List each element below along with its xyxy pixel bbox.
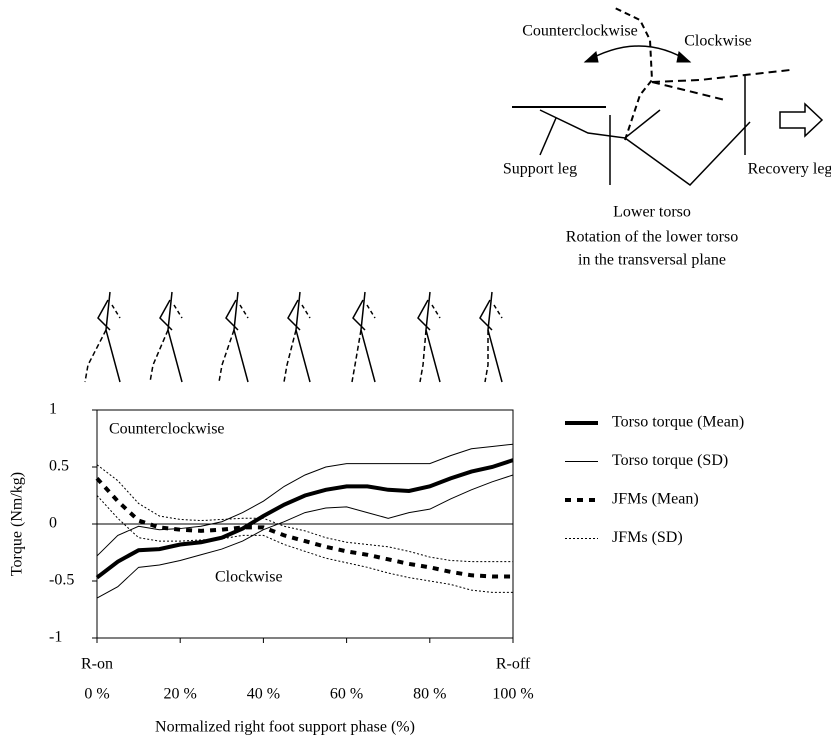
y-tick-label: -0.5 [49,572,74,589]
arrowhead [676,51,692,63]
x-annotation: R-on [81,656,113,673]
stick-leg [484,330,489,383]
direction-arrow [779,102,824,138]
stick-arm [173,304,183,319]
legend-label: JFMs (SD) [612,529,683,546]
diagram-label: Clockwise [684,33,752,50]
chart: 1 0.5 0 -0.5 -1 0 % 20 % 40 % 60 % 80 % 100 % R-on R… [9,401,745,736]
stick-arm [352,299,366,331]
x-tick-label: 40 % [247,686,280,703]
stick-arm [225,299,239,331]
torso-dashed [614,7,654,141]
pointer [539,117,557,156]
support-leg-line [539,109,661,139]
diagram-label: Support leg [503,161,577,178]
x-tick-label: 20 % [164,686,197,703]
stick-arm [431,304,441,319]
legend-label: Torso torque (SD) [612,452,728,469]
series-line [95,458,514,580]
x-tick-label: 0 % [84,686,109,703]
stick-leg [283,329,297,383]
x-tick-label: 80 % [413,686,446,703]
y-tick-label: -1 [49,629,62,646]
series-line [96,495,513,593]
stick-leg [351,329,362,383]
stick-arm [97,299,111,331]
legend-label: Torso torque (Mean) [612,414,744,431]
diagram-label: Counterclockwise [522,23,638,40]
stick-arm [287,299,301,331]
y-tick-label: 0.5 [49,458,69,475]
stick-arm [301,304,311,319]
stick-arm [366,304,376,319]
rotated-leg [651,81,726,101]
stick-arm [159,299,173,331]
y-axis-label: Torque (Nm/kg) [9,472,26,576]
rotated-line [651,69,791,83]
stick-leg [84,329,107,383]
region-label: Clockwise [215,569,283,586]
x-tick-label: 100 % [492,686,533,703]
stick-leg [149,329,169,383]
stick-arm [417,299,431,331]
series-line [96,464,513,563]
recovery-leg-line [624,121,751,186]
stick-arm [479,299,493,331]
stick-arm [493,304,503,319]
stick-arm [111,304,121,319]
region-label: Counterclockwise [109,421,225,438]
y-tick-label: 1 [49,401,57,418]
diagram-label: Recovery leg [748,161,831,178]
stick-leg [218,329,235,383]
stick-arm [239,304,249,319]
y-tick-label: 0 [49,515,57,532]
rotation-diagram [512,7,824,186]
x-axis-label: Normalized right foot support phase (%) [155,719,415,736]
arrowhead [583,51,599,63]
diagram-label: Lower torso [613,204,691,221]
series-line [96,474,514,599]
stick-figures [84,291,503,383]
x-tick-label: 60 % [330,686,363,703]
x-annotation: R-off [496,656,531,673]
stick-leg [419,329,427,383]
rotation-arc [584,45,691,63]
diagram-caption: in the transversal plane [578,252,726,269]
series-line [95,477,513,579]
diagram-caption: Rotation of the lower torso [566,229,738,246]
legend-label: JFMs (Mean) [612,491,699,508]
